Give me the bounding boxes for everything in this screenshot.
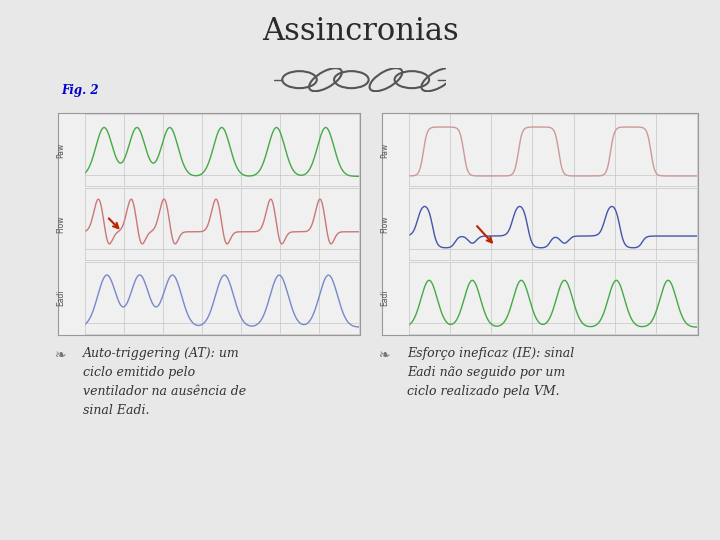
Text: Auto-triggering: Auto-triggering: [174, 120, 243, 129]
Text: Assincronias: Assincronias: [261, 16, 459, 47]
Text: Esforço ineficaz (IE): sinal
Eadi não seguido por um
ciclo realizado pela VM.: Esforço ineficaz (IE): sinal Eadi não se…: [407, 347, 574, 397]
Text: Eadi: Eadi: [56, 289, 65, 306]
Text: Ineffective effort: Ineffective effort: [502, 120, 578, 129]
Text: Paw: Paw: [380, 143, 389, 158]
Text: Fig. 2: Fig. 2: [61, 84, 99, 97]
Text: ❧: ❧: [379, 348, 391, 362]
Text: Flow: Flow: [380, 215, 389, 233]
Text: ❧: ❧: [55, 348, 67, 362]
Text: Flow: Flow: [56, 215, 65, 233]
Text: Paw: Paw: [56, 143, 65, 158]
Text: Auto-triggering (AT): um
ciclo emitido pelo
ventilador na ausência de
sinal Eadi: Auto-triggering (AT): um ciclo emitido p…: [83, 347, 246, 417]
Text: Eadi: Eadi: [380, 289, 389, 306]
